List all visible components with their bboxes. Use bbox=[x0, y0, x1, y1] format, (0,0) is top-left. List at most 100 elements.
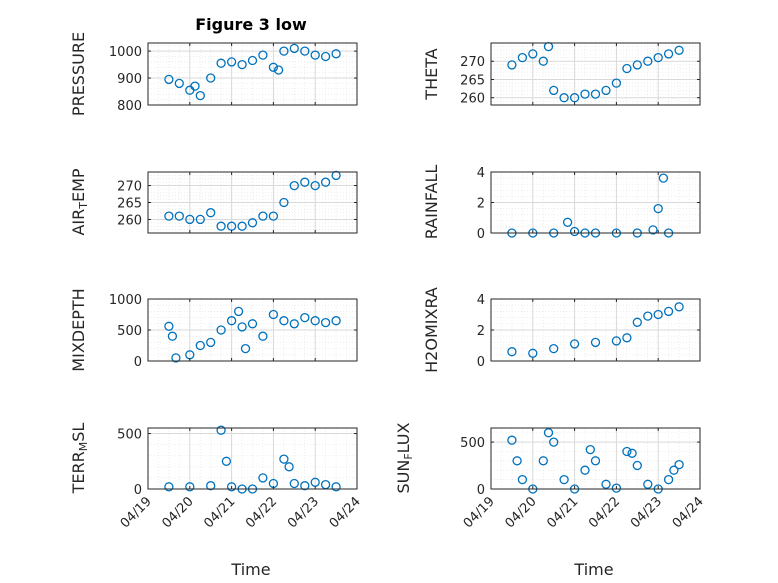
data-point-air-temp bbox=[185, 214, 195, 225]
axes-box bbox=[147, 42, 358, 106]
data-point-sun-flux bbox=[538, 456, 548, 466]
data-point-pressure bbox=[247, 55, 258, 66]
data-point-air-temp bbox=[247, 218, 258, 228]
data-point-h2omixra bbox=[569, 339, 580, 349]
data-point-air-temp bbox=[174, 211, 184, 221]
y-tick-label: 270 bbox=[460, 55, 485, 70]
data-point-air-temp bbox=[300, 177, 310, 187]
data-point-rainfall bbox=[658, 173, 669, 183]
data-point-h2omixra bbox=[507, 347, 517, 357]
y-tick-label: 1000 bbox=[109, 45, 142, 60]
data-point-sun-flux bbox=[543, 428, 554, 438]
subplot-rainfall: 0 2 4 RAINFALL bbox=[422, 165, 701, 242]
data-point-pressure bbox=[320, 51, 331, 62]
data-point-terr-msl bbox=[279, 454, 289, 464]
data-point-air-temp bbox=[268, 211, 279, 221]
data-point-theta bbox=[580, 89, 590, 99]
data-point-h2omixra bbox=[663, 306, 674, 317]
data-point-theta bbox=[559, 93, 569, 103]
data-point-mixdepth bbox=[279, 316, 289, 326]
x-tick-label: 04/20 bbox=[160, 494, 197, 531]
y-tick-label: 0 bbox=[134, 355, 142, 370]
data-point-air-temp bbox=[331, 170, 341, 181]
axes-box bbox=[490, 42, 701, 106]
y-axis-label-h2omixra: H2OMIXRA bbox=[422, 287, 441, 373]
data-point-rainfall bbox=[569, 226, 580, 237]
subplot-theta: 260 265 270 THETA bbox=[422, 41, 701, 107]
y-tick-label: 0 bbox=[134, 483, 142, 498]
y-tick-label: 0 bbox=[477, 355, 485, 370]
data-point-mixdepth bbox=[226, 316, 237, 326]
data-point-theta bbox=[528, 49, 538, 59]
data-point-theta bbox=[643, 56, 653, 66]
data-point-pressure bbox=[226, 57, 237, 67]
y-axis-label-theta: THETA bbox=[422, 48, 441, 100]
data-point-mixdepth bbox=[268, 309, 279, 320]
data-point-mixdepth bbox=[237, 322, 247, 332]
data-point-rainfall bbox=[562, 217, 573, 227]
data-point-h2omixra bbox=[643, 311, 653, 321]
y-tick-label: 1000 bbox=[109, 293, 142, 308]
x-tick-label: 04/19 bbox=[461, 494, 498, 531]
data-point-air-temp bbox=[320, 177, 331, 187]
data-point-theta bbox=[601, 85, 611, 96]
y-axis-label-air-temp: AIRTEMP bbox=[69, 168, 90, 235]
y-tick-label: 500 bbox=[117, 428, 142, 443]
x-tick-label: 04/23 bbox=[285, 494, 322, 531]
data-point-mixdepth bbox=[167, 331, 178, 341]
data-point-terr-msl bbox=[221, 456, 232, 466]
data-point-sun-flux bbox=[643, 479, 653, 489]
data-point-theta bbox=[674, 45, 684, 55]
data-point-terr-msl bbox=[185, 482, 195, 492]
data-point-sun-flux bbox=[669, 465, 679, 475]
data-point-sun-flux bbox=[590, 456, 601, 466]
data-point-pressure bbox=[331, 49, 341, 59]
subplot-pressure: 800 900 1000 PRESSURE bbox=[69, 32, 358, 116]
y-tick-label: 265 bbox=[117, 197, 142, 212]
x-axis-label-left: Time bbox=[230, 560, 270, 579]
data-point-rainfall bbox=[653, 203, 663, 214]
data-point-theta bbox=[653, 52, 663, 63]
x-tick-label: 04/20 bbox=[503, 494, 540, 531]
data-point-sun-flux bbox=[663, 474, 674, 485]
data-point-h2omixra bbox=[611, 336, 622, 346]
data-point-terr-msl bbox=[216, 425, 226, 435]
data-point-terr-msl bbox=[258, 473, 268, 483]
subplot-h2omixra: 0 2 4 H2OMIXRA bbox=[422, 287, 701, 373]
data-point-pressure bbox=[273, 65, 284, 75]
data-point-mixdepth bbox=[300, 312, 310, 323]
data-point-mixdepth bbox=[171, 353, 181, 363]
x-tick-label: 04/24 bbox=[327, 494, 364, 531]
data-point-mixdepth bbox=[216, 325, 226, 335]
y-axis-label-pressure: PRESSURE bbox=[69, 32, 88, 116]
data-point-mixdepth bbox=[233, 306, 244, 317]
subplot-terr-msl: 0 500 TERRMSL 04/19 04/20 04/21 04/22 04/23 04/2… bbox=[69, 423, 364, 532]
x-tick-label: 04/19 bbox=[118, 494, 155, 531]
y-tick-label: 0 bbox=[477, 227, 485, 242]
data-point-sun-flux bbox=[559, 474, 569, 485]
data-point-sun-flux bbox=[601, 479, 611, 489]
data-point-terr-msl bbox=[331, 482, 341, 492]
data-point-theta bbox=[663, 49, 674, 59]
data-point-sun-flux bbox=[512, 456, 522, 466]
data-point-h2omixra bbox=[632, 317, 642, 327]
data-point-air-temp bbox=[237, 221, 247, 231]
x-axis-label-right: Time bbox=[573, 560, 613, 579]
y-axis-label-rainfall: RAINFALL bbox=[422, 165, 441, 240]
data-point-pressure bbox=[258, 50, 268, 60]
data-point-sun-flux bbox=[611, 483, 622, 493]
data-point-pressure bbox=[289, 43, 299, 54]
data-point-pressure bbox=[195, 90, 205, 101]
x-tick-label: 04/22 bbox=[243, 494, 280, 531]
axes-box bbox=[147, 427, 358, 490]
figure-title: Figure 3 low bbox=[195, 15, 307, 34]
data-point-theta bbox=[622, 63, 632, 74]
data-point-sun-flux bbox=[585, 444, 595, 455]
data-point-terr-msl bbox=[300, 481, 310, 491]
data-point-mixdepth bbox=[247, 319, 258, 329]
data-point-air-temp bbox=[216, 221, 226, 231]
data-point-mixdepth bbox=[258, 331, 268, 341]
y-tick-label: 4 bbox=[477, 293, 485, 308]
data-point-air-temp bbox=[310, 180, 320, 191]
